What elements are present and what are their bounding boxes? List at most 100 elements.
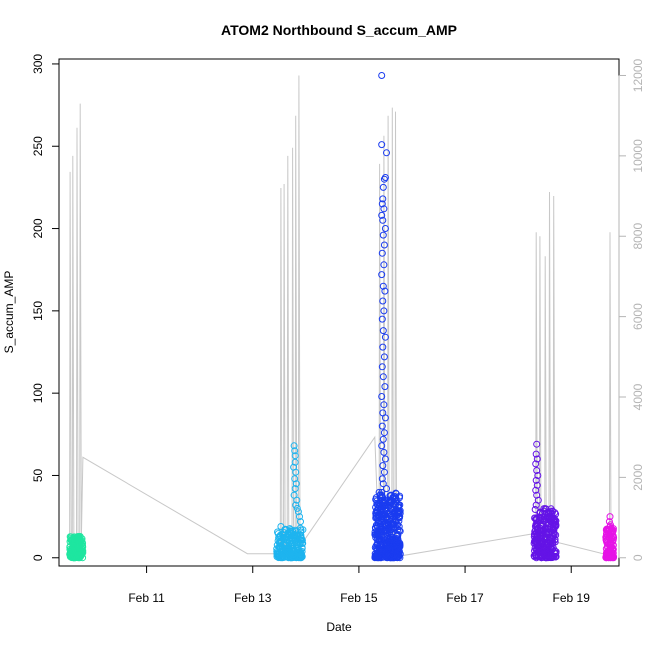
data-point: [542, 538, 550, 546]
x-tick-label: Feb 15: [340, 591, 378, 605]
data-point: [381, 225, 389, 232]
data-point: [532, 501, 540, 509]
data-point: [380, 468, 388, 476]
data-point: [380, 448, 388, 456]
y-tick-label: 150: [31, 301, 45, 321]
secondary-series-layer: [69, 75, 614, 557]
data-point: [287, 552, 295, 560]
data-point: [297, 531, 305, 539]
point-group: [602, 513, 618, 562]
data-point: [285, 541, 293, 549]
x-tick-label: Feb 13: [234, 591, 272, 605]
point-group: [66, 533, 87, 562]
data-point: [371, 544, 379, 551]
data-point: [379, 282, 387, 290]
data-point: [379, 231, 387, 239]
data-point: [376, 536, 384, 544]
data-point: [388, 552, 396, 559]
data-point: [277, 523, 285, 530]
data-point: [539, 515, 547, 523]
data-point: [379, 195, 387, 203]
data-point: [386, 554, 394, 562]
data-point: [533, 467, 541, 474]
y2-tick-label: 4000: [631, 383, 645, 410]
data-point: [378, 363, 386, 371]
data-point: [381, 287, 389, 295]
data-point: [79, 539, 87, 547]
data-point: [286, 538, 294, 546]
data-point: [606, 513, 614, 521]
data-point: [290, 442, 298, 450]
data-point: [293, 496, 301, 504]
data-point: [385, 536, 393, 544]
data-point: [374, 501, 382, 509]
data-point: [532, 476, 540, 484]
data-point: [378, 141, 386, 149]
data-point: [379, 297, 387, 305]
data-point: [381, 455, 389, 463]
data-point: [382, 511, 390, 519]
data-point: [296, 553, 304, 561]
data-point: [532, 450, 540, 458]
points-layer: [66, 72, 618, 562]
data-point: [547, 539, 555, 547]
y2-tick-label: 8000: [631, 223, 645, 250]
data-point: [291, 475, 299, 483]
data-point: [609, 553, 617, 560]
y-tick-label: 250: [31, 136, 45, 156]
data-point: [539, 522, 546, 530]
data-point: [541, 529, 549, 536]
data-point: [375, 517, 383, 525]
data-point: [534, 472, 542, 479]
data-point: [273, 541, 281, 549]
data-point: [277, 537, 285, 545]
data-point: [605, 518, 613, 526]
data-point: [380, 261, 388, 269]
data-point: [75, 547, 82, 555]
x-tick-label: Feb 19: [553, 591, 591, 605]
data-point: [548, 519, 556, 527]
data-point: [390, 524, 398, 532]
data-point: [378, 249, 386, 257]
data-point: [385, 539, 393, 547]
data-point: [532, 516, 540, 524]
data-point: [281, 526, 289, 534]
data-point: [291, 485, 299, 493]
data-point: [379, 462, 387, 470]
data-point: [543, 531, 551, 539]
data-point: [549, 533, 557, 541]
data-point: [379, 435, 387, 443]
point-group: [371, 72, 404, 562]
chart-title: ATOM2 Northbound S_accum_AMP: [221, 22, 457, 38]
data-point: [298, 536, 306, 544]
data-point: [378, 528, 386, 536]
data-point: [544, 551, 552, 559]
data-point: [533, 491, 541, 499]
data-point: [378, 545, 386, 553]
data-point: [395, 501, 403, 509]
data-point: [379, 343, 387, 351]
y-tick-label: 200: [31, 218, 45, 238]
data-point: [389, 493, 397, 501]
data-point: [373, 536, 381, 544]
data-point: [378, 72, 386, 79]
data-point: [374, 551, 382, 559]
data-point: [532, 460, 540, 468]
data-point: [378, 393, 386, 400]
data-point: [531, 535, 539, 543]
data-point: [552, 553, 559, 561]
y-axis-label: S_accum_AMP: [2, 271, 16, 354]
data-point: [378, 422, 386, 430]
x-tick-label: Feb 11: [128, 591, 165, 605]
data-point: [380, 401, 388, 409]
data-point: [380, 241, 388, 249]
y-tick-label: 50: [31, 469, 45, 483]
data-point: [549, 524, 557, 532]
y2-tick-label: 12000: [631, 58, 645, 92]
data-point: [66, 538, 74, 545]
data-point: [379, 373, 387, 381]
data-point: [274, 530, 282, 538]
data-point: [536, 543, 544, 550]
data-point: [287, 529, 295, 537]
